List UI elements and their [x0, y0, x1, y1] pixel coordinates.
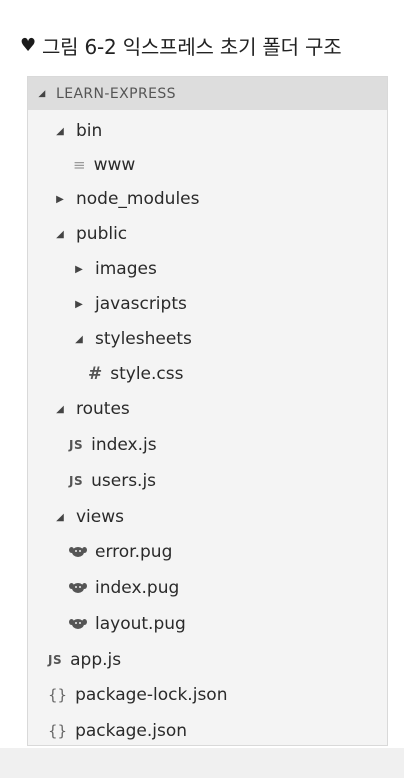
figure-caption: ♥ 그림 6-2 익스프레스 초기 폴더 구조: [20, 31, 342, 59]
tree-item-label: layout.pug: [95, 614, 186, 634]
heart-bullet-icon: ♥: [20, 34, 36, 56]
expanded-chevron-icon: ◢: [56, 511, 64, 523]
tree-item-node-modules[interactable]: ▶ node_modules: [54, 185, 200, 213]
text-file-icon: ≡: [73, 156, 86, 174]
tree-item-package-json[interactable]: {} package.json: [48, 717, 187, 745]
tree-item-label: package-lock.json: [75, 685, 228, 705]
js-file-icon: JS: [69, 438, 84, 452]
tree-item-label: routes: [76, 399, 130, 419]
pug-file-icon: [69, 547, 87, 557]
tree-item-label: error.pug: [95, 542, 173, 562]
js-file-icon: JS: [69, 474, 84, 488]
pug-file-icon: [69, 619, 87, 629]
page-bottom-band: [0, 748, 404, 778]
explorer-root-header[interactable]: ◢ LEARN-EXPRESS: [28, 77, 387, 110]
tree-item-label: node_modules: [76, 189, 200, 209]
expanded-chevron-icon: ◢: [56, 403, 64, 415]
tree-item-label: www: [93, 155, 136, 175]
json-file-icon: {}: [48, 722, 68, 740]
tree-item-stylesheets[interactable]: ◢ stylesheets: [73, 325, 192, 353]
explorer-root-label: LEARN-EXPRESS: [56, 85, 176, 102]
tree-item-javascripts[interactable]: ▶ javascripts: [73, 290, 187, 318]
tree-item-label: index.js: [91, 435, 157, 455]
tree-item-label: bin: [76, 121, 103, 141]
pug-file-icon: [69, 583, 87, 593]
tree-item-images[interactable]: ▶ images: [73, 255, 157, 283]
expanded-chevron-icon: ◢: [56, 228, 64, 240]
expanded-chevron-icon: ◢: [75, 333, 83, 345]
tree-item-index-js[interactable]: JS index.js: [69, 431, 157, 459]
tree-item-package-lock-json[interactable]: {} package-lock.json: [48, 681, 227, 709]
tree-item-label: users.js: [91, 471, 157, 491]
tree-item-label: public: [76, 224, 128, 244]
caption-text: 그림 6-2 익스프레스 초기 폴더 구조: [41, 34, 342, 59]
tree-item-app-js[interactable]: JS app.js: [48, 646, 121, 674]
tree-item-layout-pug[interactable]: layout.pug: [69, 610, 186, 638]
tree-item-label: images: [95, 259, 157, 279]
tree-item-label: app.js: [70, 650, 122, 670]
tree-item-error-pug[interactable]: error.pug: [69, 538, 172, 566]
json-file-icon: {}: [48, 686, 68, 704]
tree-item-users-js[interactable]: JS users.js: [69, 467, 156, 495]
tree-item-label: style.css: [110, 364, 184, 384]
tree-item-routes[interactable]: ◢ routes: [54, 395, 130, 423]
chevron-down-icon: ◢: [38, 88, 46, 99]
js-file-icon: JS: [48, 653, 63, 667]
tree-item-bin[interactable]: ◢ bin: [54, 117, 102, 145]
expanded-chevron-icon: ◢: [56, 125, 64, 137]
tree-item-public[interactable]: ◢ public: [54, 220, 127, 248]
collapsed-chevron-icon: ▶: [56, 193, 64, 205]
collapsed-chevron-icon: ▶: [75, 298, 83, 310]
tree-item-label: javascripts: [95, 294, 187, 314]
tree-item-style-css[interactable]: # style.css: [88, 360, 183, 388]
tree-item-label: views: [76, 507, 125, 527]
collapsed-chevron-icon: ▶: [75, 263, 83, 275]
tree-item-label: stylesheets: [95, 329, 192, 349]
css-file-icon: #: [88, 364, 103, 384]
tree-item-www[interactable]: ≡ www: [73, 151, 135, 179]
tree-item-index-pug[interactable]: index.pug: [69, 574, 179, 602]
tree-item-label: package.json: [75, 721, 188, 741]
file-explorer-panel: ◢ LEARN-EXPRESS ◢ bin ≡ www ▶ node_modul…: [27, 76, 388, 746]
tree-item-label: index.pug: [95, 578, 180, 598]
tree-item-views[interactable]: ◢ views: [54, 503, 124, 531]
